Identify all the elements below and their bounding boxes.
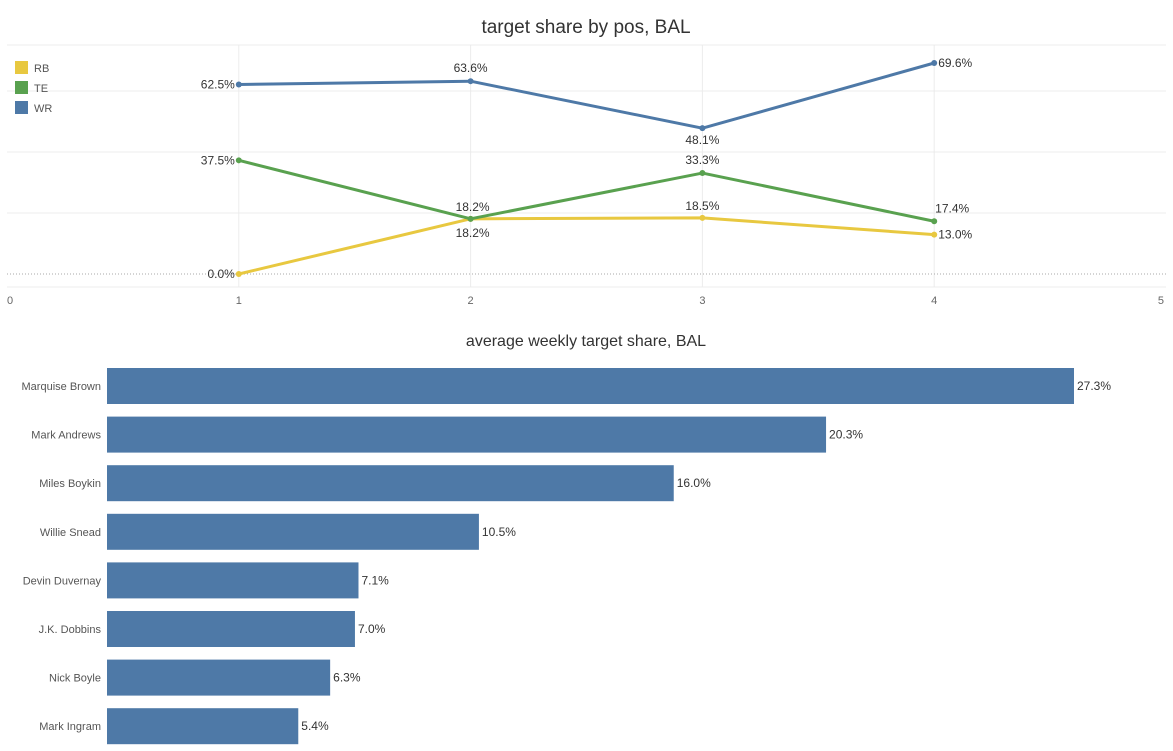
line-chart-grid bbox=[7, 44, 1166, 288]
bar-chart-title: average weekly target share, BAL bbox=[466, 333, 706, 350]
line-chart-series: 0.0% 18.2% 18.5% 13.0% 37.5% 18.2% 33.3% 17.4% 6… bbox=[201, 56, 973, 281]
legend-label-rb[interactable]: RB bbox=[34, 63, 49, 75]
series-wr: 62.5% 63.6% 48.1% 69.6% bbox=[201, 56, 973, 147]
series-rb: 0.0% 18.2% 18.5% 13.0% bbox=[207, 199, 972, 281]
bar-value-label: 27.3% bbox=[1077, 379, 1111, 393]
data-label-wr: 69.6% bbox=[938, 56, 972, 70]
bar[interactable] bbox=[107, 611, 355, 647]
x-tick-label: 1 bbox=[236, 295, 242, 307]
bar-category-label: Marquise Brown bbox=[22, 381, 101, 393]
bar-category-label: Devin Duvernay bbox=[23, 575, 102, 587]
data-label-rb: 0.0% bbox=[207, 267, 235, 281]
bar[interactable] bbox=[107, 416, 827, 453]
bar[interactable] bbox=[107, 465, 674, 502]
bar-value-label: 16.0% bbox=[677, 476, 711, 490]
bar-value-label: 10.5% bbox=[482, 525, 516, 539]
bar-category-label: Mark Ingram bbox=[39, 721, 101, 733]
x-tick-label: 5 bbox=[1158, 295, 1164, 307]
bar-value-label: 7.0% bbox=[358, 622, 386, 636]
data-label-te: 33.3% bbox=[685, 153, 719, 167]
line-chart-title: target share by pos, BAL bbox=[481, 17, 690, 38]
bar-value-label: 20.3% bbox=[829, 428, 863, 442]
data-point-te[interactable] bbox=[931, 218, 938, 225]
data-point-wr[interactable] bbox=[235, 81, 242, 88]
data-point-te[interactable] bbox=[699, 170, 706, 177]
bar-value-label: 6.3% bbox=[333, 671, 361, 685]
data-point-rb[interactable] bbox=[931, 231, 938, 238]
bar-category-label: Miles Boykin bbox=[39, 478, 101, 490]
data-label-wr: 48.1% bbox=[685, 133, 719, 147]
series-line-rb bbox=[238, 216, 935, 276]
data-label-rb: 18.2% bbox=[456, 200, 490, 214]
x-tick-label: 0 bbox=[7, 295, 13, 307]
series-line-te bbox=[238, 158, 935, 223]
data-label-te: 18.2% bbox=[456, 226, 490, 240]
legend-label-wr[interactable]: WR bbox=[34, 103, 52, 115]
bar-value-label: 5.4% bbox=[301, 719, 329, 733]
data-point-rb[interactable] bbox=[235, 271, 242, 277]
line-chart-x-axis: 0 1 2 3 4 5 bbox=[7, 295, 1164, 307]
bar-value-label: 7.1% bbox=[361, 573, 389, 587]
legend-swatch-rb[interactable] bbox=[15, 61, 28, 74]
bar-category-label: Willie Snead bbox=[40, 527, 101, 539]
bar[interactable] bbox=[107, 368, 1074, 404]
data-point-te[interactable] bbox=[467, 215, 474, 222]
data-label-wr: 62.5% bbox=[201, 78, 235, 92]
data-label-wr: 63.6% bbox=[454, 61, 488, 75]
data-label-rb: 18.5% bbox=[685, 199, 719, 213]
bar-category-label: Mark Andrews bbox=[31, 430, 101, 442]
legend-swatch-wr[interactable] bbox=[15, 101, 28, 114]
bar[interactable] bbox=[107, 659, 331, 696]
bar[interactable] bbox=[107, 513, 479, 550]
x-tick-label: 4 bbox=[931, 295, 937, 307]
legend-swatch-te[interactable] bbox=[15, 81, 28, 94]
data-point-wr[interactable] bbox=[699, 125, 706, 132]
x-tick-label: 3 bbox=[699, 295, 705, 307]
bar-category-label: J.K. Dobbins bbox=[39, 624, 102, 636]
x-tick-label: 2 bbox=[468, 295, 474, 307]
bar-chart-bars: Marquise Brown 27.3% Mark Andrews 20.3% Mile… bbox=[22, 368, 1111, 745]
data-point-rb[interactable] bbox=[699, 214, 706, 221]
data-label-te: 17.4% bbox=[935, 201, 969, 215]
legend-label-te[interactable]: TE bbox=[34, 83, 48, 95]
bar[interactable] bbox=[107, 708, 299, 745]
series-te: 37.5% 18.2% 33.3% 17.4% bbox=[201, 153, 970, 240]
data-label-te: 37.5% bbox=[201, 153, 235, 167]
data-point-te[interactable] bbox=[235, 157, 242, 164]
data-label-rb: 13.0% bbox=[938, 228, 972, 242]
data-point-wr[interactable] bbox=[931, 60, 938, 66]
line-chart-legend: RB TE WR bbox=[15, 61, 52, 115]
bar-category-label: Nick Boyle bbox=[49, 673, 101, 685]
series-line-wr bbox=[238, 61, 935, 130]
data-point-wr[interactable] bbox=[467, 78, 474, 85]
bar[interactable] bbox=[107, 562, 359, 599]
